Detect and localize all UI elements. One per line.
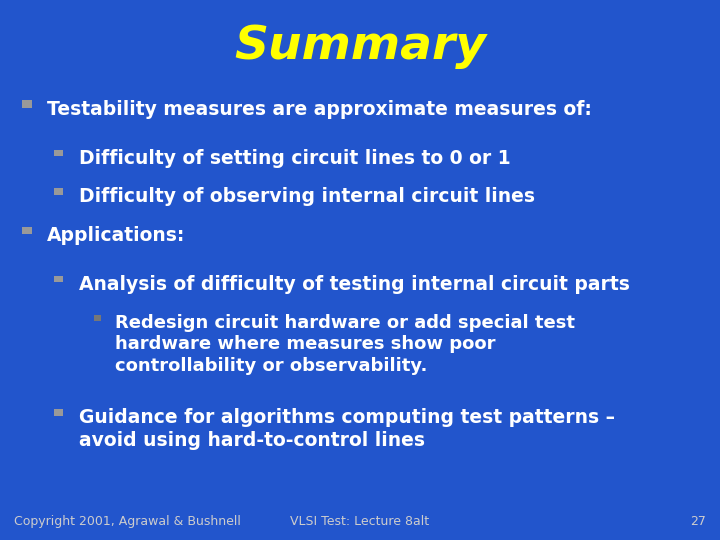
Text: Guidance for algorithms computing test patterns –
avoid using hard-to-control li: Guidance for algorithms computing test p… — [79, 408, 615, 450]
Text: Difficulty of setting circuit lines to 0 or 1: Difficulty of setting circuit lines to 0… — [79, 148, 510, 167]
Text: VLSI Test: Lecture 8alt: VLSI Test: Lecture 8alt — [290, 515, 430, 528]
Text: Testability measures are approximate measures of:: Testability measures are approximate mea… — [47, 100, 592, 119]
Text: 27: 27 — [690, 515, 706, 528]
Text: Analysis of difficulty of testing internal circuit parts: Analysis of difficulty of testing intern… — [79, 275, 630, 294]
FancyBboxPatch shape — [54, 188, 63, 195]
Text: Difficulty of observing internal circuit lines: Difficulty of observing internal circuit… — [79, 187, 535, 206]
Text: Copyright 2001, Agrawal & Bushnell: Copyright 2001, Agrawal & Bushnell — [14, 515, 241, 528]
Text: Applications:: Applications: — [47, 226, 185, 245]
Text: Summary: Summary — [234, 24, 486, 69]
FancyBboxPatch shape — [94, 315, 101, 321]
FancyBboxPatch shape — [22, 100, 32, 108]
FancyBboxPatch shape — [54, 150, 63, 156]
FancyBboxPatch shape — [22, 227, 32, 234]
FancyBboxPatch shape — [54, 409, 63, 416]
Text: Redesign circuit hardware or add special test
hardware where measures show poor
: Redesign circuit hardware or add special… — [115, 314, 575, 375]
FancyBboxPatch shape — [54, 276, 63, 282]
